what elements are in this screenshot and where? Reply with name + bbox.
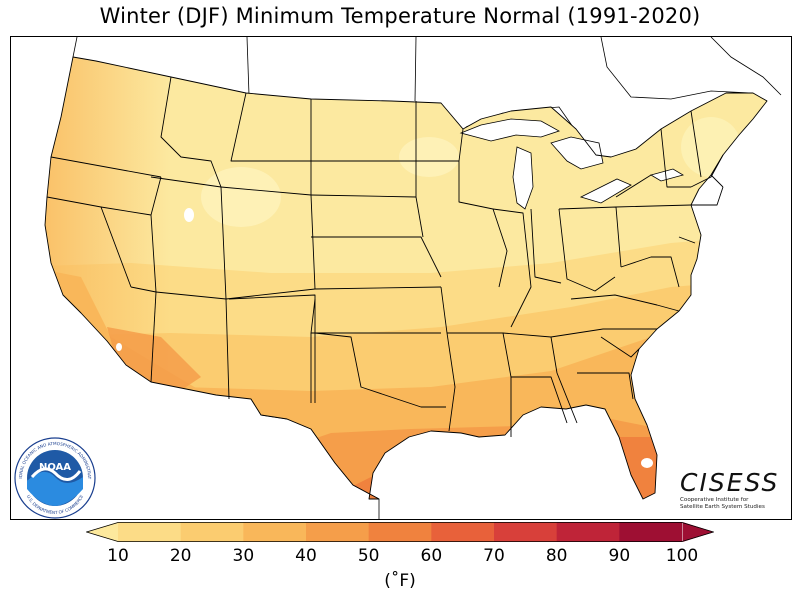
noaa-logo: NOAA NATIONAL OCEANIC AND ATMOSPHERIC AD… <box>14 437 96 519</box>
cisess-logo-name: CISESS <box>680 468 780 497</box>
great-lakes <box>459 118 685 210</box>
colorbar-segment <box>431 522 495 542</box>
colorbar-tick-label: 50 <box>357 546 380 566</box>
colorbar-tick-label: 70 <box>483 546 505 566</box>
colorbar-tick-label: 90 <box>608 546 631 566</box>
cisess-logo-line2: Satellite Earth System Studies <box>680 504 765 510</box>
cisess-logo: CISESS Cooperative Institute for Satelli… <box>680 470 780 511</box>
colorbar-tick-label: 100 <box>665 546 699 566</box>
colorbar-segment <box>619 522 682 542</box>
colorbar <box>86 522 714 542</box>
colorbar-unit-label: (˚F) <box>384 571 416 591</box>
map-title: Winter (DJF) Minimum Temperature Normal … <box>99 4 701 28</box>
colorbar-tick-label: 10 <box>107 546 129 566</box>
colorbar-segment <box>494 522 558 542</box>
contiguous-us-map <box>44 37 782 519</box>
colorbar-tick-label: 30 <box>232 546 255 566</box>
colorbar-tick-label: 20 <box>169 546 192 566</box>
colorbar-segment <box>368 522 432 542</box>
colorbar-outline <box>86 522 714 542</box>
colorbar-segment <box>306 522 370 542</box>
colorbar-segment <box>243 522 307 542</box>
colorbar-tick-label: 80 <box>545 546 568 566</box>
state-boundaries <box>44 56 768 500</box>
colorbar-segment <box>556 522 620 542</box>
colorbar-tick-label: 60 <box>420 546 443 566</box>
lake-spots <box>116 208 653 468</box>
colorbar-segment <box>180 522 244 542</box>
noaa-logo-text: NOAA <box>39 462 71 473</box>
map-panel <box>10 36 792 520</box>
colorbar-ticks: 10 20 30 40 50 60 70 80 90 100 <box>0 546 800 570</box>
colorbar-tick-label: 40 <box>295 546 317 566</box>
colorbar-extend-low <box>86 522 118 542</box>
colorbar-segment <box>118 522 182 542</box>
colorbar-extend-high <box>682 522 714 542</box>
cisess-logo-line1: Cooperative Institute for <box>680 497 749 503</box>
